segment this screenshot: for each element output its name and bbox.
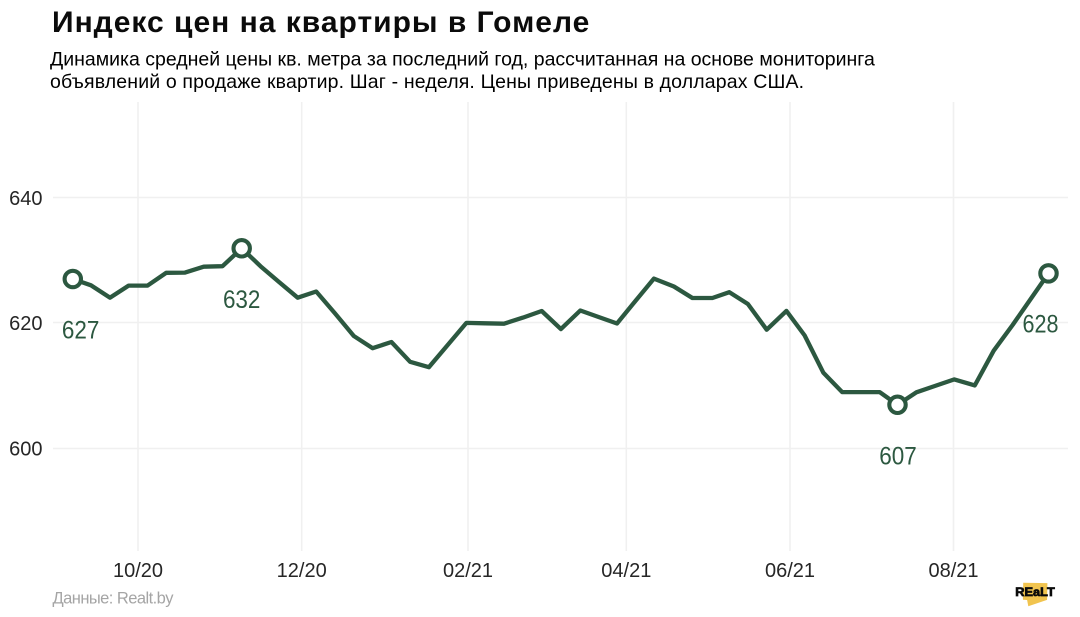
svg-text:Динамика средней цены кв. метр: Динамика средней цены кв. метра за после… [50, 49, 875, 71]
svg-text:600: 600 [9, 438, 42, 460]
svg-text:10/20: 10/20 [113, 560, 163, 582]
svg-text:607: 607 [879, 442, 917, 470]
svg-text:628: 628 [1023, 311, 1059, 339]
svg-text:04/21: 04/21 [601, 560, 651, 582]
svg-text:Данные: Realt.by: Данные: Realt.by [53, 590, 175, 608]
svg-text:08/21: 08/21 [928, 560, 978, 582]
svg-text:06/21: 06/21 [765, 560, 815, 582]
svg-text:REaLT: REaLT [1015, 587, 1055, 599]
svg-text:Индекс цен на квартиры в Гомел: Индекс цен на квартиры в Гомеле [52, 6, 590, 39]
svg-text:640: 640 [9, 188, 42, 210]
svg-text:620: 620 [9, 313, 42, 335]
svg-text:627: 627 [62, 316, 100, 344]
svg-text:02/21: 02/21 [443, 560, 493, 582]
svg-text:632: 632 [223, 286, 261, 314]
svg-text:объявлений о продаже квартир.: объявлений о продаже квартир. Шаг - неде… [50, 71, 804, 93]
svg-text:12/20: 12/20 [277, 560, 327, 582]
